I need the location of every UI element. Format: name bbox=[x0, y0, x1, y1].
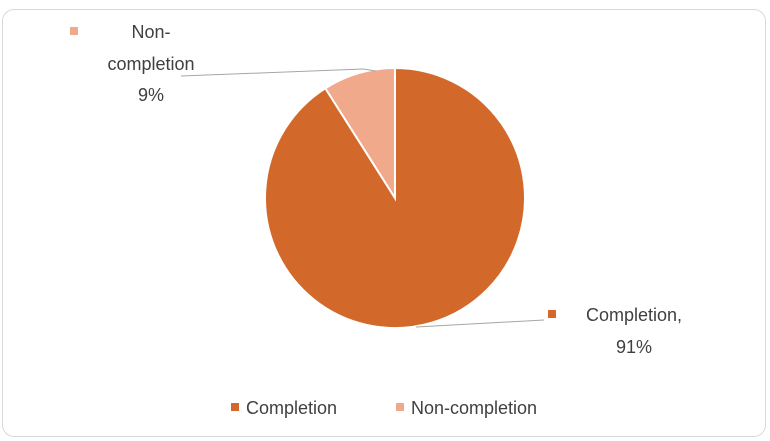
noncompletion-label-line2: completion bbox=[107, 54, 194, 74]
noncompletion-leader-line bbox=[180, 68, 377, 77]
slice-completion bbox=[264, 66, 526, 329]
legend-marker-noncompletion bbox=[396, 403, 404, 411]
completion-leader-line bbox=[415, 319, 545, 328]
completion-label-line1: Completion, bbox=[586, 305, 682, 325]
legend-marker-completion bbox=[231, 403, 239, 411]
legend-label-noncompletion: Non-completion bbox=[411, 398, 537, 418]
noncompletion-label-line1: Non- bbox=[131, 22, 170, 42]
completion-label-marker bbox=[548, 310, 556, 318]
slice-noncompletion bbox=[323, 66, 396, 202]
legend-label-completion: Completion bbox=[246, 398, 337, 418]
noncompletion-label-value: 9% bbox=[138, 85, 164, 105]
legend: Completion Non-completion bbox=[231, 398, 537, 418]
pie-slices bbox=[264, 66, 526, 329]
noncompletion-label-marker bbox=[70, 27, 78, 35]
completion-label-value: 91% bbox=[616, 337, 652, 357]
